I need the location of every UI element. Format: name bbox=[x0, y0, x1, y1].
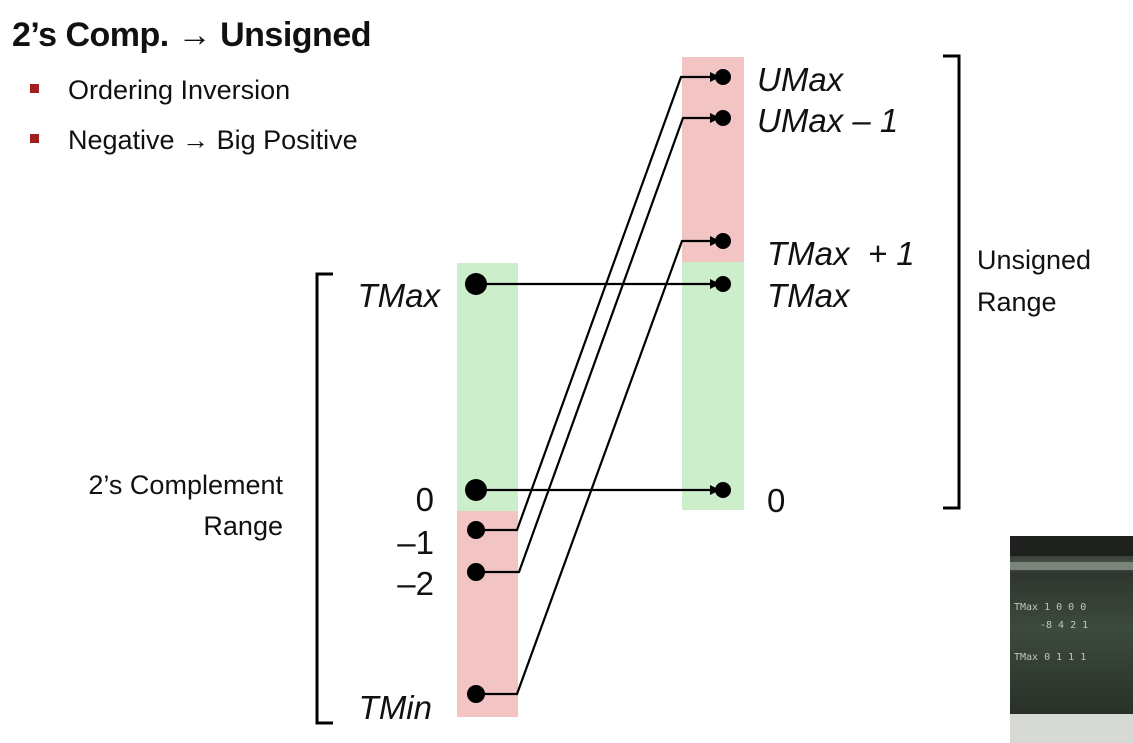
tc-dot-zero bbox=[465, 479, 487, 501]
unsigned-range-label-line1: Unsigned bbox=[977, 245, 1091, 275]
tc-nonnegative-band bbox=[457, 263, 518, 511]
unsigned-label-tmax-plus1: TMax + 1 bbox=[767, 235, 915, 272]
tc-label-tmin: TMin bbox=[359, 689, 432, 726]
unsigned-dot-tmax bbox=[715, 276, 731, 292]
video-frame-bottom bbox=[1010, 714, 1133, 743]
unsigned-label-zero: 0 bbox=[767, 482, 785, 519]
bullet-item-negative: Negative → Big Positive bbox=[30, 122, 358, 172]
tc-label-minus2: –2 bbox=[397, 565, 434, 602]
unsigned-upper-band bbox=[682, 57, 744, 262]
tc-range-label-line1: 2’s Complement bbox=[88, 470, 283, 500]
unsigned-range-bracket bbox=[943, 54, 961, 510]
bullet-text: Negative → Big Positive bbox=[68, 125, 358, 155]
tc-dot-tmax bbox=[465, 273, 487, 295]
tc-dot-minus1 bbox=[467, 521, 485, 539]
presenter-video-thumbnail[interactable]: TMax 1 0 0 0 -8 4 2 1 TMax 0 1 1 1 bbox=[1010, 536, 1133, 743]
arrow-minus1-to-umax bbox=[476, 72, 720, 532]
bullet-square-icon bbox=[30, 84, 39, 93]
unsigned-dot-umax-minus1 bbox=[715, 110, 731, 126]
video-frame-top bbox=[1010, 536, 1133, 556]
bullet-item-ordering: Ordering Inversion bbox=[30, 72, 358, 122]
chalkboard-text: TMax 1 0 0 0 bbox=[1014, 602, 1087, 613]
tc-range-bracket bbox=[315, 272, 333, 725]
arrow-tmin-to-tmax-plus1 bbox=[476, 236, 720, 696]
unsigned-dot-zero bbox=[715, 482, 731, 498]
chalkboard-text: -8 4 2 1 bbox=[1040, 620, 1089, 631]
tc-dot-tmin bbox=[467, 685, 485, 703]
unsigned-dot-tmax-plus1 bbox=[715, 233, 731, 249]
chalkboard-text: TMax 0 1 1 1 bbox=[1014, 652, 1087, 663]
arrow-minus2-to-umax-minus1 bbox=[476, 113, 720, 574]
tc-range-label-line2: Range bbox=[203, 511, 283, 541]
tc-label-minus1: –1 bbox=[397, 524, 434, 561]
video-frame-rail bbox=[1010, 562, 1133, 570]
bullet-square-icon bbox=[30, 134, 39, 143]
bullet-list: Ordering Inversion Negative → Big Positi… bbox=[30, 72, 358, 172]
slide-title: 2’s Comp. → Unsigned bbox=[12, 16, 372, 54]
unsigned-label-umax-minus1: UMax – 1 bbox=[757, 102, 898, 139]
unsigned-dot-umax bbox=[715, 69, 731, 85]
tc-dot-minus2 bbox=[467, 563, 485, 581]
unsigned-lower-band bbox=[682, 262, 744, 510]
tc-label-tmax: TMax bbox=[358, 277, 442, 314]
unsigned-range-label-line2: Range bbox=[977, 287, 1057, 317]
tc-label-zero: 0 bbox=[416, 481, 434, 518]
bullet-text: Ordering Inversion bbox=[68, 75, 291, 105]
unsigned-label-umax: UMax bbox=[757, 61, 845, 98]
unsigned-label-tmax: TMax bbox=[767, 277, 851, 314]
tc-negative-band bbox=[457, 511, 518, 717]
